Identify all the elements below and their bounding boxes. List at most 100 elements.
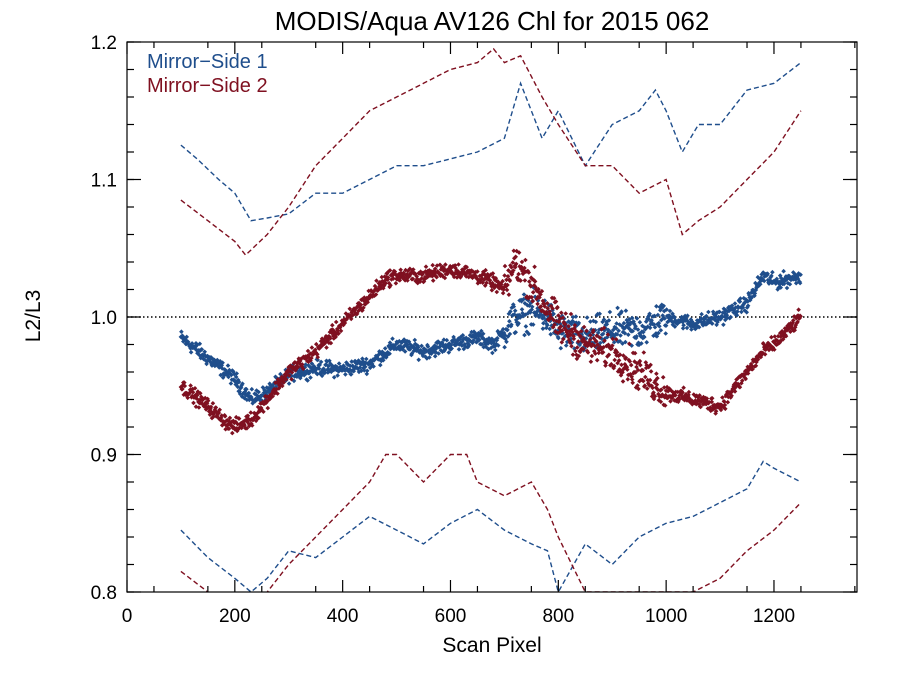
data-point — [216, 410, 222, 416]
data-point — [768, 278, 774, 284]
data-point — [423, 354, 428, 360]
data-point — [295, 364, 301, 370]
data-point — [213, 405, 219, 410]
data-point — [279, 374, 285, 380]
data-point — [783, 333, 789, 339]
data-point — [602, 336, 608, 341]
data-point — [298, 356, 304, 362]
data-point — [506, 292, 512, 297]
data-point — [180, 383, 186, 388]
data-point — [259, 407, 264, 412]
data-point — [328, 367, 334, 372]
data-point — [306, 363, 311, 368]
data-point — [552, 322, 557, 327]
data-point — [602, 338, 607, 343]
data-point — [233, 378, 238, 384]
data-point — [417, 279, 423, 284]
data-point — [225, 363, 231, 368]
data-point — [587, 337, 593, 343]
data-point — [278, 382, 284, 387]
data-point — [482, 283, 488, 288]
data-point — [660, 375, 666, 380]
data-point — [327, 334, 332, 339]
data-point — [219, 363, 224, 368]
data-point — [522, 278, 528, 283]
data-point — [521, 296, 526, 302]
data-point — [547, 326, 552, 332]
envelope-line-3 — [180, 47, 802, 257]
data-point — [427, 268, 432, 273]
data-point — [286, 381, 292, 386]
data-point — [597, 335, 602, 340]
data-point — [490, 271, 496, 276]
data-point — [473, 335, 478, 340]
data-point — [610, 336, 616, 342]
data-point — [473, 269, 478, 275]
data-point — [568, 332, 573, 338]
data-point — [683, 391, 689, 397]
data-point — [479, 272, 485, 278]
data-point — [516, 271, 521, 277]
data-point — [441, 344, 446, 349]
data-point — [745, 303, 751, 309]
data-point — [620, 379, 626, 384]
plot-marks — [127, 47, 857, 592]
data-point — [654, 371, 659, 376]
data-point — [504, 277, 509, 283]
data-point — [381, 285, 386, 291]
data-point — [374, 278, 379, 283]
data-point — [529, 295, 534, 300]
data-point — [224, 369, 229, 375]
data-point — [554, 318, 559, 324]
data-point — [526, 331, 532, 337]
data-point — [446, 350, 452, 355]
data-point — [204, 400, 210, 406]
data-point — [541, 315, 547, 321]
data-point — [324, 345, 329, 350]
data-point — [358, 302, 364, 308]
data-point — [555, 304, 560, 310]
y-tick-label: 1.0 — [91, 308, 117, 329]
data-point — [229, 372, 234, 378]
data-point — [625, 377, 631, 382]
data-point — [720, 395, 725, 400]
data-point — [672, 324, 678, 329]
data-point — [228, 420, 233, 425]
data-point — [681, 322, 686, 328]
data-point — [508, 263, 513, 268]
data-point — [475, 339, 480, 344]
data-point — [656, 320, 662, 326]
data-point — [215, 357, 220, 363]
data-point — [709, 396, 715, 401]
data-point — [310, 369, 316, 375]
data-point — [475, 281, 481, 286]
data-point — [522, 332, 527, 338]
data-point — [461, 346, 467, 352]
data-point — [211, 411, 217, 417]
data-point — [545, 322, 550, 328]
data-point — [183, 337, 188, 342]
data-point — [492, 344, 498, 349]
data-point — [248, 410, 254, 415]
data-point — [235, 384, 240, 390]
data-point — [307, 369, 312, 374]
data-point — [286, 373, 292, 378]
data-point — [199, 394, 204, 400]
data-point — [252, 414, 257, 420]
data-point — [680, 326, 686, 331]
data-point — [507, 278, 513, 284]
data-point — [570, 329, 575, 335]
data-point — [494, 341, 499, 347]
data-point — [715, 317, 721, 322]
data-point — [749, 364, 755, 369]
data-point — [436, 351, 441, 356]
data-point — [263, 389, 268, 395]
data-point — [184, 390, 189, 396]
data-point — [603, 360, 609, 366]
data-point — [494, 337, 500, 343]
data-point — [728, 314, 733, 320]
data-point — [614, 331, 620, 337]
data-point — [623, 339, 628, 345]
data-point — [580, 346, 586, 352]
data-point — [233, 414, 239, 420]
